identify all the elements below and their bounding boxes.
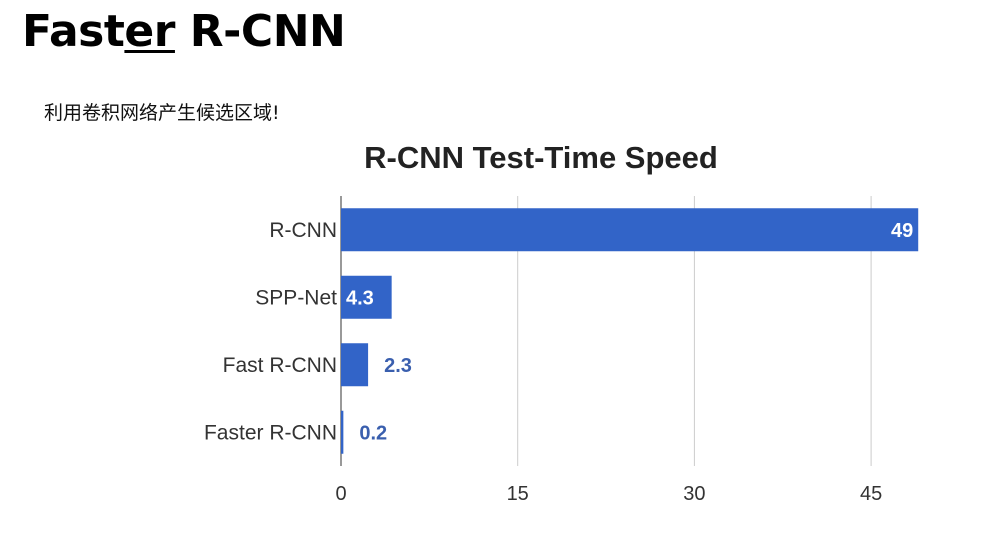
bar-fast-r-cnn — [341, 343, 368, 386]
category-label: Fast R-CNN — [223, 354, 337, 377]
bar-faster-r-cnn — [341, 411, 343, 454]
x-tick-label: 45 — [860, 483, 882, 505]
labels: 0 15 30 45 R-CNN 49 SPP-Net 4.3 Fast R-CNN 2.3 Fas… — [204, 219, 913, 505]
data-label: 49 — [891, 220, 913, 242]
data-label: 2.3 — [384, 355, 412, 377]
data-label: 0.2 — [359, 422, 387, 444]
x-tick-label: 15 — [507, 483, 529, 505]
bar-r-cnn — [341, 208, 918, 251]
chart-title: R-CNN Test-Time Speed — [364, 140, 718, 175]
bars — [341, 208, 918, 454]
x-tick-label: 30 — [683, 483, 705, 505]
data-label: 4.3 — [346, 287, 374, 309]
category-label: Faster R-CNN — [204, 421, 337, 444]
category-label: SPP-Net — [255, 286, 337, 309]
x-tick-label: 0 — [335, 483, 346, 505]
category-label: R-CNN — [269, 219, 337, 242]
